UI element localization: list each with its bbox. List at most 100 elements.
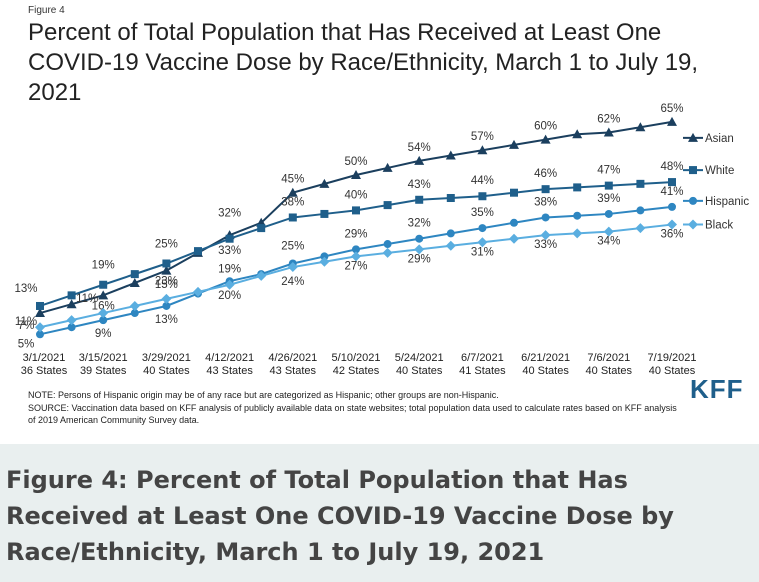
series-point-white — [604, 181, 613, 190]
data-label-hispanic: 41% — [660, 186, 683, 198]
series-point-asian — [477, 145, 488, 155]
x-tick-label: 3/15/2021 39 States — [63, 352, 143, 378]
data-label-white: 19% — [92, 260, 115, 272]
legend-marker-asian — [688, 132, 698, 142]
x-tick-date: 3/1/2021 — [22, 352, 66, 364]
series-point-black — [603, 226, 614, 237]
series-point-white — [478, 192, 487, 201]
data-label-hispanic: 35% — [471, 207, 494, 219]
data-label-asian: 45% — [281, 174, 304, 186]
series-point-asian — [540, 134, 551, 144]
data-label-black: 33% — [534, 239, 557, 251]
x-tick-states: 40 States — [395, 365, 443, 377]
chart-title: Percent of Total Population that Has Rec… — [28, 19, 699, 106]
series-point-asian — [35, 308, 45, 318]
series-point-hispanic — [320, 252, 329, 261]
series-point-hispanic — [604, 209, 613, 218]
series-point-black — [540, 230, 551, 241]
series-point-asian — [161, 265, 172, 275]
x-tick-label: 6/21/2021 40 States — [506, 352, 586, 378]
x-tick-label: 6/7/2021 41 States — [442, 352, 522, 378]
series-point-white — [225, 234, 234, 243]
series-point-asian — [603, 127, 614, 137]
series-point-black — [35, 322, 45, 333]
data-label-black: 7% — [18, 320, 35, 332]
series-point-black — [161, 293, 172, 304]
data-label-asian: 50% — [344, 156, 367, 168]
series-point-white — [67, 291, 76, 300]
x-tick-label: 3/1/2021 36 States — [4, 352, 84, 378]
chart-source: SOURCE: Vaccination data based on KFF an… — [28, 403, 677, 425]
series-point-white — [352, 206, 360, 215]
series-point-hispanic — [668, 202, 676, 211]
x-tick-date: 3/15/2021 — [78, 352, 128, 364]
x-tick-date: 7/19/2021 — [647, 352, 697, 364]
series-point-white — [288, 213, 297, 222]
x-tick-states: 40 States — [143, 365, 190, 377]
x-tick-date: 5/10/2021 — [331, 352, 381, 364]
series-point-black — [319, 256, 330, 267]
x-tick-date: 4/12/2021 — [205, 352, 255, 364]
data-label-hispanic: 9% — [95, 328, 112, 340]
x-tick-date: 5/24/2021 — [394, 352, 444, 364]
data-label-asian: 16% — [92, 300, 115, 312]
caption-panel: Figure 4: Percent of Total Population th… — [0, 444, 759, 582]
series-point-hispanic — [541, 213, 550, 222]
series-point-white — [668, 178, 676, 187]
series-point-white — [194, 247, 202, 256]
series-point-white — [573, 183, 582, 192]
series-point-asian — [319, 178, 330, 188]
series-point-hispanic — [383, 240, 392, 249]
figure-caption: Figure 4: Percent of Total Population th… — [6, 466, 674, 566]
data-label-white: 44% — [471, 175, 494, 187]
data-label-hispanic: 25% — [281, 241, 304, 253]
x-tick-label: 7/6/2021 40 States — [569, 352, 649, 378]
data-label-asian: 57% — [471, 131, 494, 143]
series-point-white — [130, 270, 139, 279]
series-point-white — [510, 188, 518, 197]
series-point-white — [446, 194, 455, 203]
x-tick-label: 7/19/2021 40 States — [632, 352, 712, 378]
legend-label-black: Black — [705, 220, 733, 232]
data-label-asian: 33% — [218, 245, 241, 257]
x-tick-label: 5/10/2021 42 States — [316, 352, 396, 378]
data-label-white: 38% — [281, 196, 304, 208]
series-point-black — [129, 300, 140, 311]
data-label-white: 32% — [218, 208, 241, 220]
series-point-hispanic — [573, 211, 582, 220]
x-tick-states: 40 States — [648, 365, 696, 377]
data-label-black: 15% — [155, 279, 178, 291]
x-tick-states: 40 States — [522, 365, 569, 377]
data-label-white: 43% — [408, 179, 431, 191]
series-point-hispanic — [478, 224, 487, 233]
series-point-white — [415, 195, 424, 204]
x-tick-date: 7/6/2021 — [587, 352, 631, 364]
data-label-hispanic: 20% — [218, 290, 241, 302]
series-point-white — [636, 179, 645, 188]
x-tick-states: 42 States — [332, 365, 380, 377]
series-point-white — [541, 185, 550, 194]
series-point-black — [66, 315, 77, 326]
x-tick-date: 6/21/2021 — [521, 352, 571, 364]
data-label-asian: 62% — [597, 114, 620, 126]
x-tick-states: 43 States — [206, 365, 253, 377]
series-point-black — [98, 308, 109, 319]
series-point-hispanic — [352, 245, 360, 254]
legend-marker-white — [689, 166, 697, 175]
data-label-black: 31% — [471, 246, 494, 258]
kff-logo: KFF — [690, 374, 744, 404]
series-point-asian — [572, 129, 583, 139]
data-label-asian: 54% — [408, 142, 431, 154]
x-tick-states: 39 States — [79, 365, 127, 377]
series-point-asian — [445, 150, 456, 160]
data-label-asian: 11% — [15, 316, 37, 328]
series-point-asian — [667, 116, 677, 126]
series-point-black — [256, 270, 267, 281]
legend-marker-hispanic — [689, 196, 697, 205]
figure-label: Figure 4 — [28, 5, 65, 16]
series-point-black — [351, 251, 361, 262]
chart-note: NOTE: Persons of Hispanic origin may be … — [28, 390, 499, 400]
data-label-black: 34% — [597, 236, 620, 248]
data-label-hispanic: 5% — [18, 338, 35, 350]
series-point-asian — [98, 290, 109, 300]
